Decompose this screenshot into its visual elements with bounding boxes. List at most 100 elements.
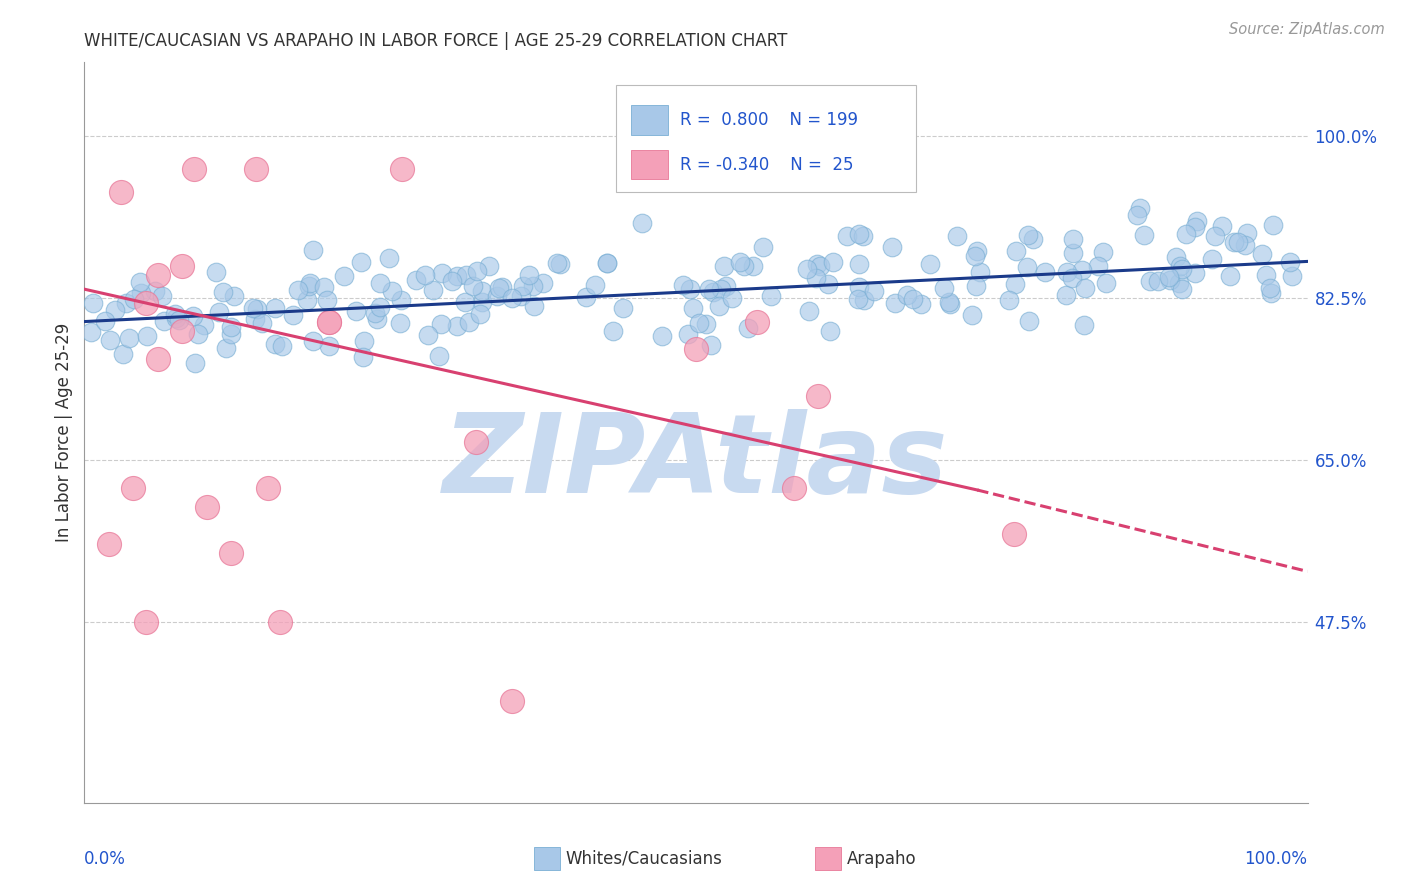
Point	[389, 293, 412, 307]
Point	[1261, 219, 1284, 233]
Point	[517, 268, 540, 282]
Point	[82, 296, 104, 310]
Point	[184, 355, 207, 369]
Point	[128, 275, 150, 289]
Point	[167, 312, 190, 326]
Point	[1062, 245, 1084, 260]
Point	[1060, 271, 1083, 285]
Point	[264, 301, 287, 315]
Point	[468, 307, 491, 321]
Point	[688, 316, 710, 330]
Point	[208, 304, 231, 318]
Point	[806, 257, 828, 271]
Point	[172, 259, 194, 273]
Point	[918, 257, 941, 271]
Point	[1056, 265, 1078, 279]
Point	[165, 311, 187, 326]
Point	[1236, 226, 1258, 240]
Point	[295, 293, 318, 307]
Point	[685, 343, 707, 357]
Point	[709, 282, 731, 296]
Point	[523, 300, 546, 314]
Point	[1167, 277, 1189, 291]
Point	[1219, 269, 1241, 284]
Bar	[631, 150, 668, 179]
Point	[531, 276, 554, 290]
Point	[1146, 274, 1168, 288]
Point	[205, 265, 228, 279]
Point	[862, 284, 884, 298]
Point	[509, 288, 531, 302]
Point	[1279, 255, 1302, 269]
Point	[219, 320, 242, 334]
Point	[163, 307, 186, 321]
Point	[796, 261, 818, 276]
FancyBboxPatch shape	[616, 85, 917, 192]
Point	[1201, 252, 1223, 267]
Point	[378, 251, 401, 265]
Point	[118, 331, 141, 345]
Point	[193, 318, 215, 332]
Point	[700, 338, 723, 352]
Point	[512, 278, 534, 293]
Point	[110, 185, 132, 199]
Point	[747, 315, 769, 329]
Point	[422, 283, 444, 297]
Point	[938, 295, 960, 310]
Point	[804, 270, 827, 285]
Point	[281, 308, 304, 322]
Point	[115, 296, 138, 310]
Point	[1133, 228, 1156, 243]
Point	[454, 295, 477, 310]
Point	[721, 291, 744, 305]
Point	[695, 317, 717, 331]
Point	[848, 280, 870, 294]
Point	[596, 256, 619, 270]
Point	[122, 292, 145, 306]
Point	[135, 296, 157, 310]
Point	[1254, 268, 1277, 283]
Point	[896, 287, 918, 301]
Point	[818, 324, 841, 338]
Text: R =  0.800    N = 199: R = 0.800 N = 199	[681, 112, 858, 129]
Point	[145, 284, 167, 298]
Point	[678, 326, 700, 341]
Point	[1018, 314, 1040, 328]
Point	[737, 320, 759, 334]
Point	[219, 546, 242, 560]
Point	[181, 309, 204, 323]
Point	[104, 303, 127, 318]
Point	[416, 327, 439, 342]
Point	[1004, 277, 1026, 292]
Point	[153, 314, 176, 328]
Point	[612, 301, 634, 316]
Point	[246, 301, 269, 316]
Point	[454, 268, 477, 283]
Point	[807, 389, 830, 403]
Point	[501, 291, 523, 305]
Point	[583, 278, 606, 293]
Point	[1095, 276, 1118, 290]
Point	[270, 338, 292, 352]
Point	[491, 279, 513, 293]
Point	[965, 249, 987, 263]
Point	[146, 351, 169, 366]
Point	[752, 240, 775, 254]
Point	[702, 285, 724, 299]
Point	[853, 293, 876, 307]
Point	[1204, 229, 1226, 244]
Point	[848, 227, 870, 241]
Point	[817, 277, 839, 291]
Point	[1062, 232, 1084, 246]
Point	[318, 315, 340, 329]
Point	[821, 255, 844, 269]
Point	[243, 312, 266, 326]
Point	[502, 694, 524, 708]
Point	[728, 254, 751, 268]
Text: 100.0%: 100.0%	[1244, 850, 1308, 868]
Point	[631, 216, 654, 230]
Point	[1260, 281, 1282, 295]
Point	[301, 243, 323, 257]
Point	[596, 255, 619, 269]
Point	[1211, 219, 1233, 233]
